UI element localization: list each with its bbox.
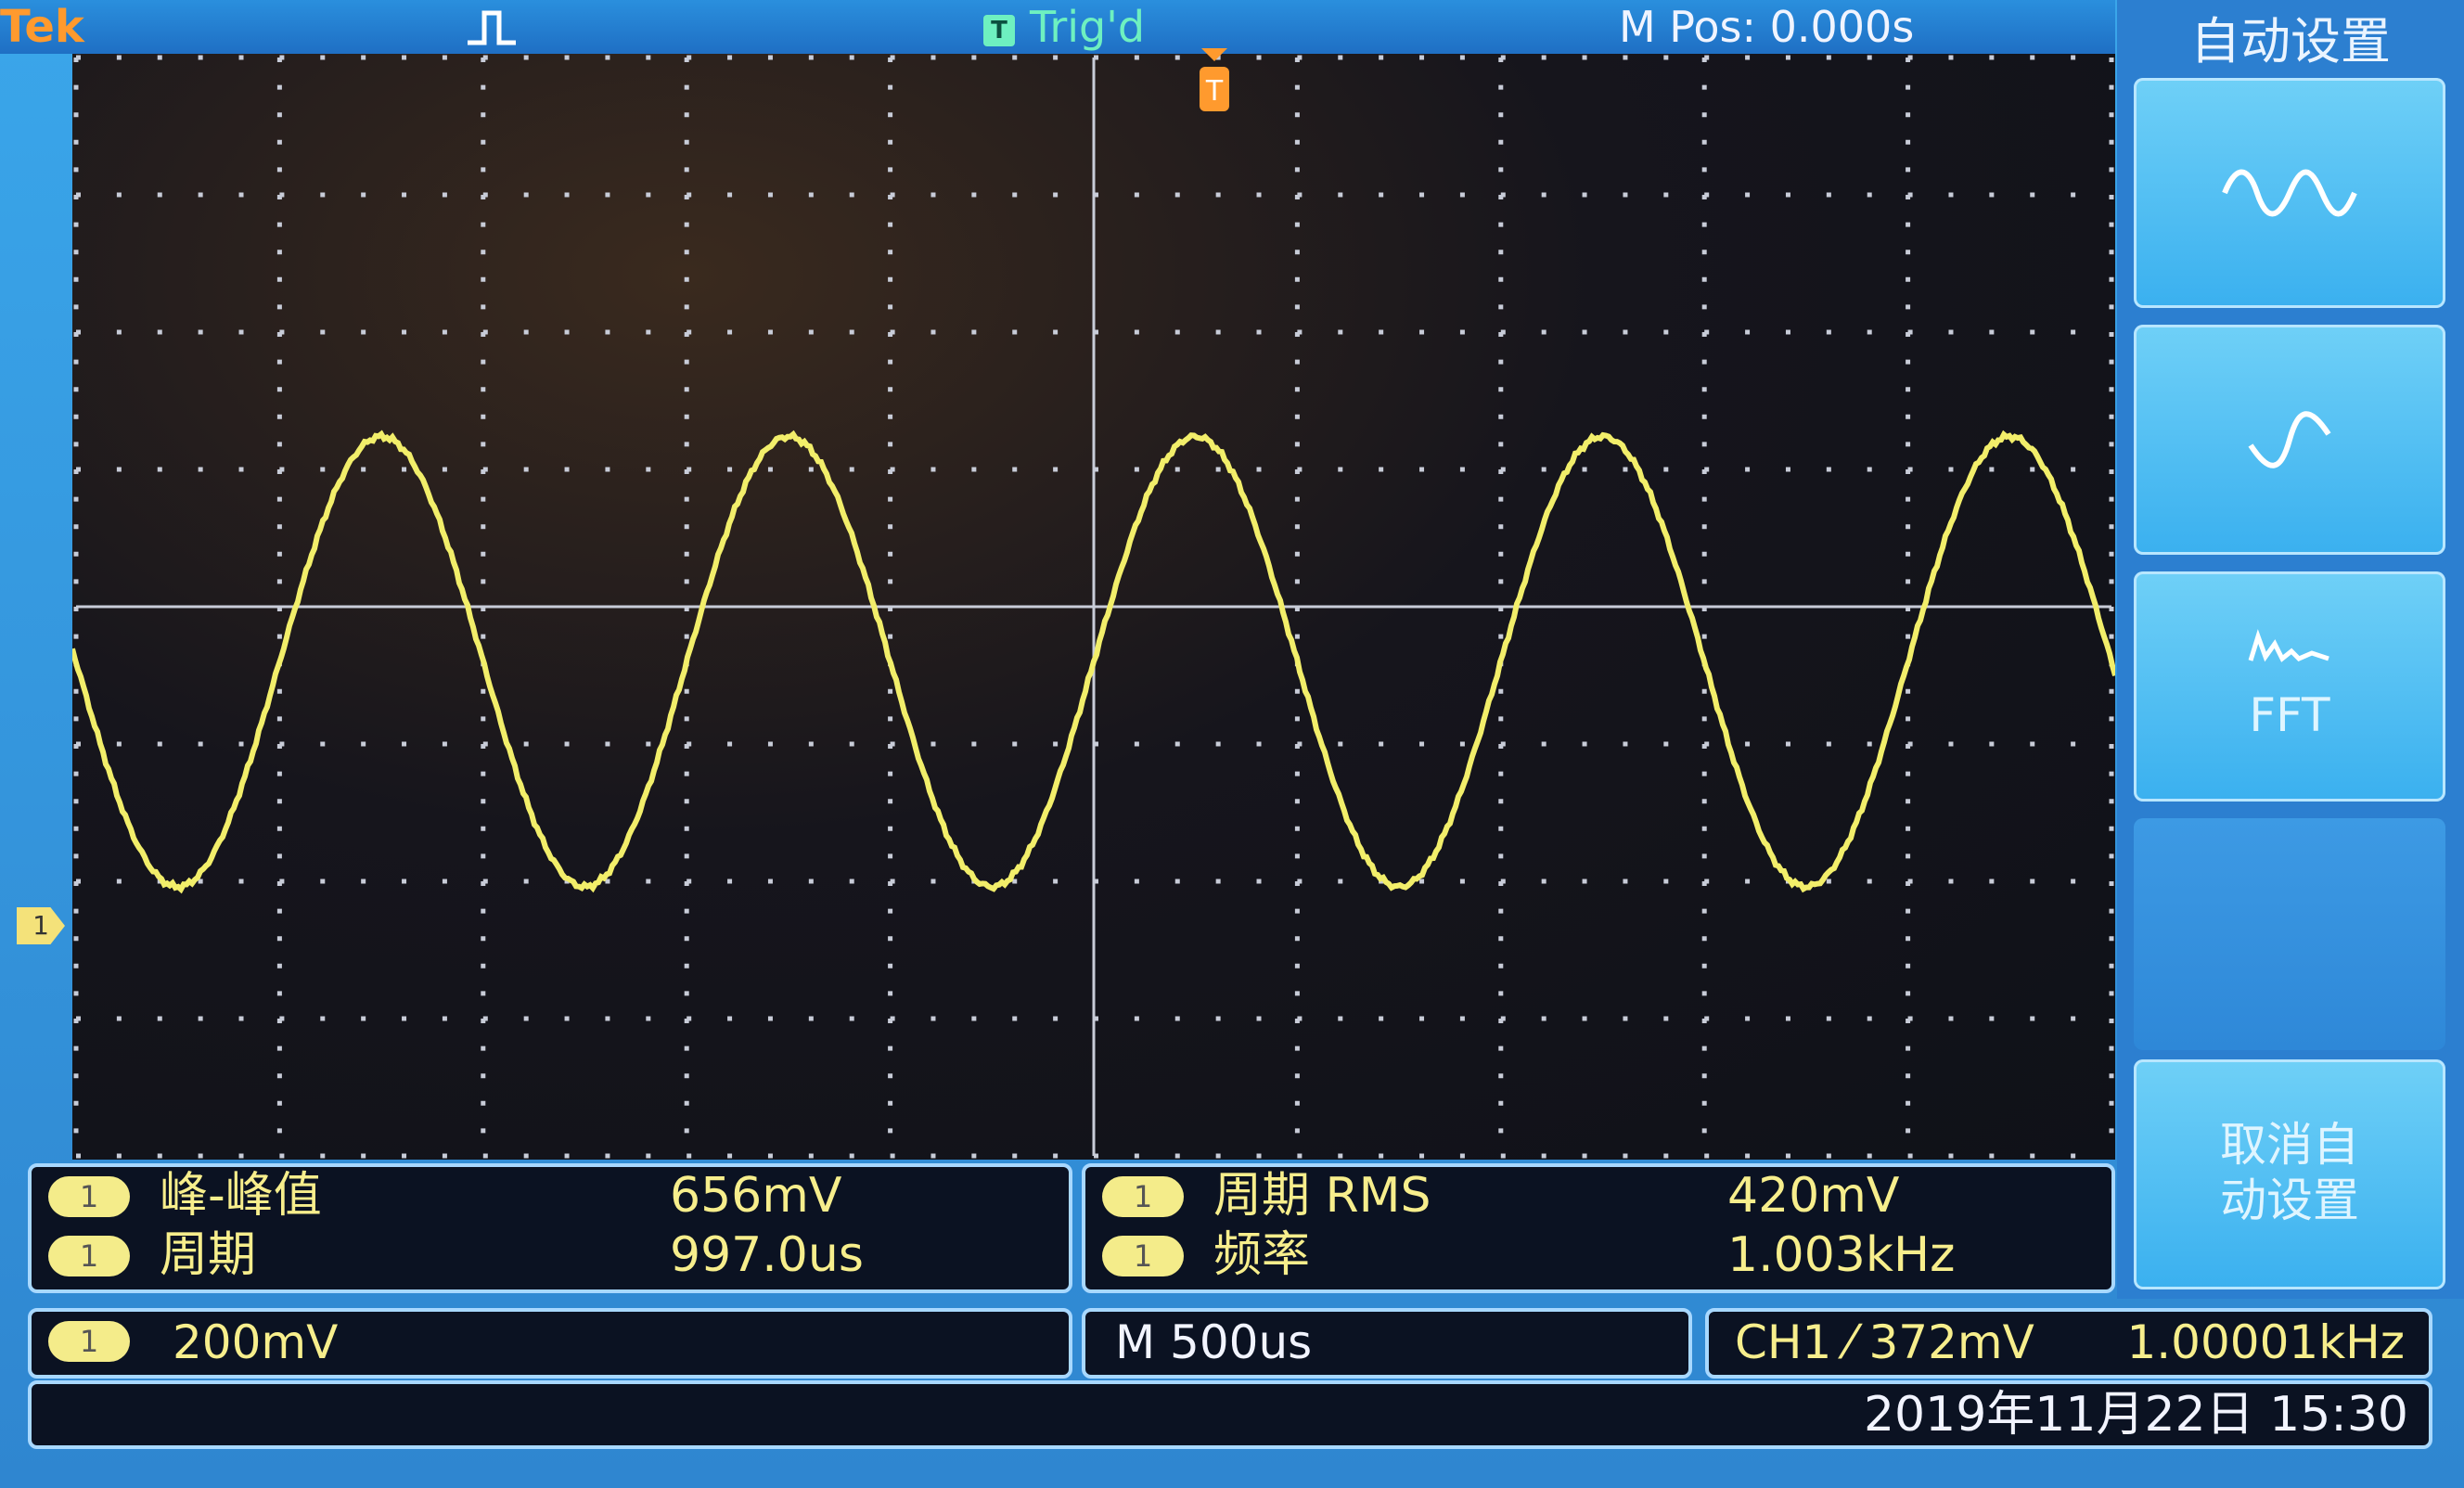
measurement-name: 周期 RMS	[1213, 1168, 1431, 1224]
measurement-panel-left: 1 峰-峰值 656mV 1 周期 997.0us	[28, 1163, 1072, 1293]
measurement-row: 1 周期 RMS 420mV	[1085, 1167, 2111, 1224]
fft-button-label: FFT	[2249, 688, 2330, 742]
channel-badge: 1	[48, 1176, 130, 1217]
multi-cycle-sine-icon	[2222, 169, 2357, 217]
trigger-status-icon: T	[983, 14, 1015, 46]
channel-badge: 1	[1102, 1176, 1184, 1217]
measurement-name: 频率	[1213, 1227, 1311, 1283]
datetime-bar: 2019年11月22日 15:30	[28, 1380, 2432, 1449]
trigger-status-text: Trig'd	[1030, 2, 1146, 52]
channel-badge: 1	[1102, 1236, 1184, 1276]
trigger-status: T Trig'd	[983, 0, 1145, 54]
fft-button[interactable]: FFT	[2134, 571, 2445, 802]
cancel-autoset-label: 取消自 动设置	[2220, 1118, 2359, 1227]
main-position-readout: M Pos: 0.000s	[1619, 2, 1915, 52]
waveform-display[interactable]	[72, 54, 2115, 1160]
measurement-value: 1.003kHz	[1727, 1227, 1956, 1283]
trigger-frequency: 1.00001kHz	[2126, 1315, 2405, 1369]
channel-badge: 1	[48, 1321, 130, 1362]
measurement-panel-right: 1 周期 RMS 420mV 1 频率 1.003kHz	[1082, 1163, 2115, 1293]
empty-menu-slot	[2134, 818, 2445, 1050]
side-menu-title: 自动设置	[2190, 12, 2391, 71]
measurement-value: 997.0us	[670, 1227, 864, 1283]
ch1-scale-value: 200mV	[173, 1315, 339, 1369]
single-cycle-button[interactable]	[2134, 325, 2445, 555]
measurement-row: 1 周期 997.0us	[32, 1226, 1069, 1283]
trigger-level: CH1 ⁄ 372mV	[1735, 1315, 2034, 1369]
ch1-ground-marker[interactable]: 1	[17, 907, 65, 944]
multi-cycle-button[interactable]	[2134, 78, 2445, 308]
timebase-value: M 500us	[1115, 1315, 1313, 1369]
brand-logo: Tek	[0, 1, 84, 53]
trigger-readout[interactable]: CH1 ⁄ 372mV 1.00001kHz	[1705, 1308, 2432, 1379]
measurement-value: 656mV	[670, 1168, 842, 1224]
graticule	[73, 55, 2114, 1159]
trigger-position-marker[interactable]: T	[1196, 48, 1233, 119]
pulse-icon	[464, 6, 520, 48]
datetime: 2019年11月22日 15:30	[1863, 1387, 2408, 1443]
ch1-scale-readout[interactable]: 1 200mV	[28, 1308, 1072, 1379]
spectrum-icon	[2248, 629, 2329, 662]
measurement-name: 周期	[160, 1227, 257, 1283]
measurement-row: 1 频率 1.003kHz	[1085, 1226, 2111, 1283]
measurement-name: 峰-峰值	[160, 1168, 322, 1224]
timebase-readout[interactable]: M 500us	[1082, 1308, 1692, 1379]
top-status-bar: Tek T Trig'd M Pos: 0.000s	[0, 0, 2115, 54]
ch1-waveform-trace	[72, 430, 2115, 894]
single-cycle-sine-icon	[2248, 411, 2331, 468]
side-menu: 自动设置 FFT 取消自 动设置	[2117, 0, 2464, 1299]
svg-text:T: T	[1205, 75, 1224, 108]
cancel-autoset-button[interactable]: 取消自 动设置	[2134, 1059, 2445, 1289]
measurement-row: 1 峰-峰值 656mV	[32, 1167, 1069, 1224]
measurement-value: 420mV	[1727, 1168, 1900, 1224]
waveform-svg	[72, 430, 2115, 894]
channel-badge: 1	[48, 1236, 130, 1276]
